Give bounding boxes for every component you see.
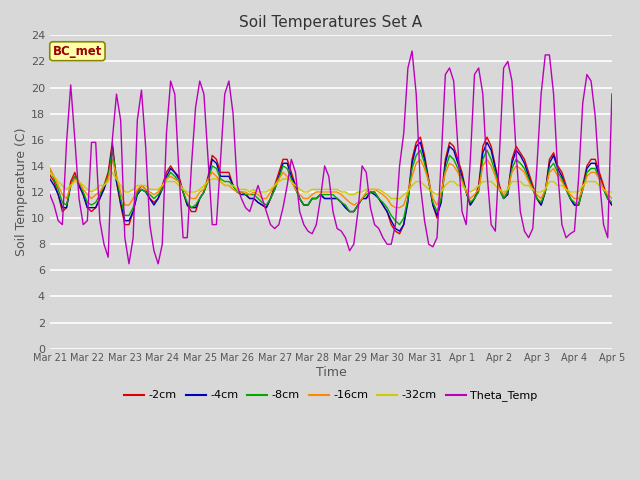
-32cm — [113, 176, 120, 182]
-4cm — [113, 179, 120, 184]
-8cm — [46, 166, 54, 171]
-8cm — [608, 200, 616, 205]
-32cm — [504, 187, 511, 192]
-4cm — [417, 140, 424, 145]
-8cm — [516, 160, 524, 166]
-32cm — [579, 182, 587, 188]
-4cm — [262, 205, 270, 211]
Legend: -2cm, -4cm, -8cm, -16cm, -32cm, Theta_Temp: -2cm, -4cm, -8cm, -16cm, -32cm, Theta_Te… — [120, 386, 541, 406]
-2cm — [46, 172, 54, 178]
-8cm — [267, 196, 275, 202]
-32cm — [508, 179, 516, 184]
-2cm — [512, 144, 520, 149]
-4cm — [512, 147, 520, 153]
-2cm — [417, 134, 424, 140]
X-axis label: Time: Time — [316, 366, 346, 379]
-8cm — [583, 169, 591, 175]
-4cm — [608, 202, 616, 208]
-16cm — [46, 166, 54, 171]
Line: -8cm: -8cm — [50, 150, 612, 225]
-8cm — [396, 222, 403, 228]
-16cm — [512, 163, 520, 169]
-2cm — [516, 150, 524, 156]
Line: -32cm: -32cm — [50, 172, 612, 199]
-16cm — [109, 156, 116, 162]
-2cm — [583, 163, 591, 169]
Theta_Temp — [125, 261, 133, 267]
Y-axis label: Soil Temperature (C): Soil Temperature (C) — [15, 128, 28, 256]
Theta_Temp — [512, 150, 520, 156]
-16cm — [608, 196, 616, 202]
-4cm — [583, 166, 591, 171]
-16cm — [117, 189, 125, 195]
-8cm — [512, 156, 520, 162]
Theta_Temp — [608, 91, 616, 97]
-2cm — [262, 205, 270, 211]
Text: BC_met: BC_met — [52, 45, 102, 58]
Line: -16cm: -16cm — [50, 159, 612, 208]
Theta_Temp — [516, 209, 524, 215]
-4cm — [46, 176, 54, 182]
-16cm — [583, 173, 591, 179]
-4cm — [516, 153, 524, 158]
-32cm — [46, 169, 54, 175]
-4cm — [508, 160, 516, 166]
-2cm — [608, 202, 616, 208]
Theta_Temp — [408, 48, 416, 54]
-8cm — [508, 166, 516, 171]
-16cm — [508, 169, 516, 175]
Title: Soil Temperatures Set A: Soil Temperatures Set A — [239, 15, 422, 30]
-16cm — [267, 189, 275, 195]
-16cm — [516, 166, 524, 171]
-32cm — [387, 196, 395, 202]
-32cm — [262, 189, 270, 195]
-2cm — [508, 156, 516, 162]
Theta_Temp — [508, 78, 516, 84]
Line: -2cm: -2cm — [50, 137, 612, 234]
-2cm — [396, 231, 403, 237]
Theta_Temp — [113, 91, 120, 97]
Line: -4cm: -4cm — [50, 143, 612, 231]
Theta_Temp — [46, 192, 54, 197]
-8cm — [109, 147, 116, 153]
-2cm — [113, 179, 120, 184]
Line: Theta_Temp: Theta_Temp — [50, 51, 612, 264]
Theta_Temp — [267, 222, 275, 228]
-32cm — [512, 179, 520, 184]
-32cm — [608, 189, 616, 195]
-8cm — [117, 196, 125, 202]
Theta_Temp — [583, 72, 591, 77]
-16cm — [392, 205, 399, 211]
-4cm — [396, 228, 403, 234]
